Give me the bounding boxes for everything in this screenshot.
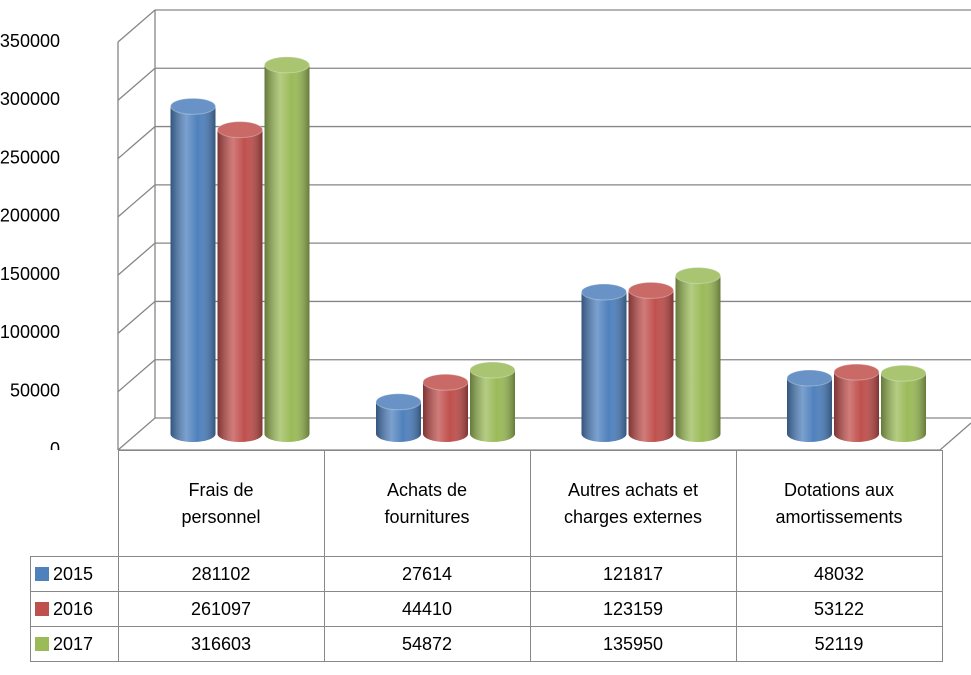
cylinder — [675, 267, 721, 442]
cylinder — [581, 283, 627, 442]
cylinder-shade — [470, 370, 515, 442]
legend-entry: 2016 — [30, 591, 119, 627]
cylinder-shade — [628, 290, 674, 442]
table-value: 53122 — [735, 591, 943, 627]
data-table: Frais de personnel Achats de fournitures A… — [30, 450, 943, 662]
cylinder — [469, 361, 516, 442]
cylinder — [880, 364, 927, 442]
cylinder-top — [786, 369, 833, 387]
grid-line — [117, 125, 971, 160]
cylinder-top-shade — [628, 282, 674, 299]
cylinder-top-shade — [423, 374, 468, 391]
table-value: 52119 — [735, 626, 943, 662]
table-value: 27614 — [323, 556, 531, 592]
cylinder — [833, 363, 880, 442]
table-value: 261097 — [117, 591, 325, 627]
cylinder-top-shade — [376, 393, 421, 410]
series-row: 2016 261097 44410 123159 53122 — [30, 591, 943, 627]
cylinder — [170, 97, 216, 443]
grid-line — [117, 242, 971, 276]
cylinder-shade — [881, 373, 926, 442]
category-label: Autres achats et charges externes — [529, 450, 737, 557]
y-tick-label: 250000 — [0, 147, 60, 167]
cylinder-top-shade — [217, 121, 263, 138]
cylinder-top — [422, 373, 469, 391]
cylinder-top — [170, 97, 216, 115]
header-row: Frais de personnel Achats de fournitures A… — [30, 450, 943, 557]
cylinder-top — [880, 364, 927, 382]
cylinder-shade — [170, 106, 216, 443]
cylinder — [628, 281, 674, 442]
y-tick-label: 150000 — [0, 264, 60, 284]
cylinder-top-shade — [675, 267, 721, 284]
floor-right-edge — [939, 422, 971, 450]
cylinder-top-shade — [834, 364, 879, 381]
cylinder-top-shade — [581, 283, 627, 300]
legend-label: 2015 — [53, 563, 94, 584]
cylinder-shade — [581, 291, 627, 442]
cylinder-top-shade — [787, 370, 832, 387]
cylinder — [375, 393, 422, 442]
cylinder-top — [375, 393, 422, 411]
table-value: 281102 — [117, 556, 325, 592]
grid-line — [117, 184, 971, 218]
cylinder-shade — [423, 382, 468, 442]
cylinder-shade — [217, 129, 263, 442]
cylinder-shade — [834, 372, 879, 442]
series-row: 2017 316603 54872 135950 52119 — [30, 626, 943, 662]
y-tick-label: 0 — [50, 439, 60, 450]
legend-entry: 2017 — [30, 626, 119, 662]
legend-label: 2017 — [53, 633, 94, 654]
cylinder — [264, 56, 310, 442]
category-label: Achats de fournitures — [323, 450, 531, 557]
cylinder-top — [833, 363, 880, 381]
series-row: 2015 281102 27614 121817 48032 — [30, 556, 943, 592]
cylinder-shade — [264, 64, 310, 442]
table-value: 44410 — [323, 591, 531, 627]
table-value: 54872 — [323, 626, 531, 662]
cylinder-top-shade — [170, 98, 216, 115]
cylinder — [422, 373, 469, 442]
legend-label: 2016 — [53, 598, 94, 619]
legend-swatch — [35, 601, 49, 616]
cylinder-top-shade — [881, 365, 926, 382]
chart: 0 50000 100000 150000 200000 250000 300000 3500… — [0, 9, 971, 450]
y-tick-label: 200000 — [0, 206, 60, 226]
cylinder-top — [264, 56, 310, 74]
legend-swatch — [35, 566, 49, 581]
grid-line — [117, 9, 971, 43]
table-value: 48032 — [735, 556, 943, 592]
y-tick-label: 300000 — [0, 89, 60, 109]
cylinder-top — [217, 121, 263, 139]
cylinder-top — [581, 283, 627, 301]
legend-entry: 2015 — [30, 556, 119, 592]
cylinder — [217, 121, 263, 442]
corner-cell — [30, 450, 119, 557]
cylinder-top — [628, 281, 674, 299]
category-label: Frais de personnel — [117, 450, 325, 557]
cylinder-top — [675, 267, 721, 285]
y-tick-label: 350000 — [0, 31, 60, 51]
category-label: Dotations aux amortissements — [735, 450, 943, 557]
y-tick-label: 100000 — [0, 322, 60, 342]
table-value: 135950 — [529, 626, 737, 662]
cylinder-top-shade — [470, 362, 515, 379]
cylinder-top-shade — [264, 56, 310, 73]
legend-swatch — [35, 636, 49, 651]
grid-line — [117, 67, 971, 101]
table-value: 121817 — [529, 556, 737, 592]
table-value: 123159 — [529, 591, 737, 627]
cylinder-top — [469, 361, 516, 379]
table-value: 316603 — [117, 626, 325, 662]
cylinder-shade — [787, 378, 832, 442]
cylinder-shade — [376, 401, 421, 442]
y-tick-label: 50000 — [10, 380, 60, 400]
cylinder — [786, 369, 833, 442]
cylinder-shade — [675, 275, 721, 442]
